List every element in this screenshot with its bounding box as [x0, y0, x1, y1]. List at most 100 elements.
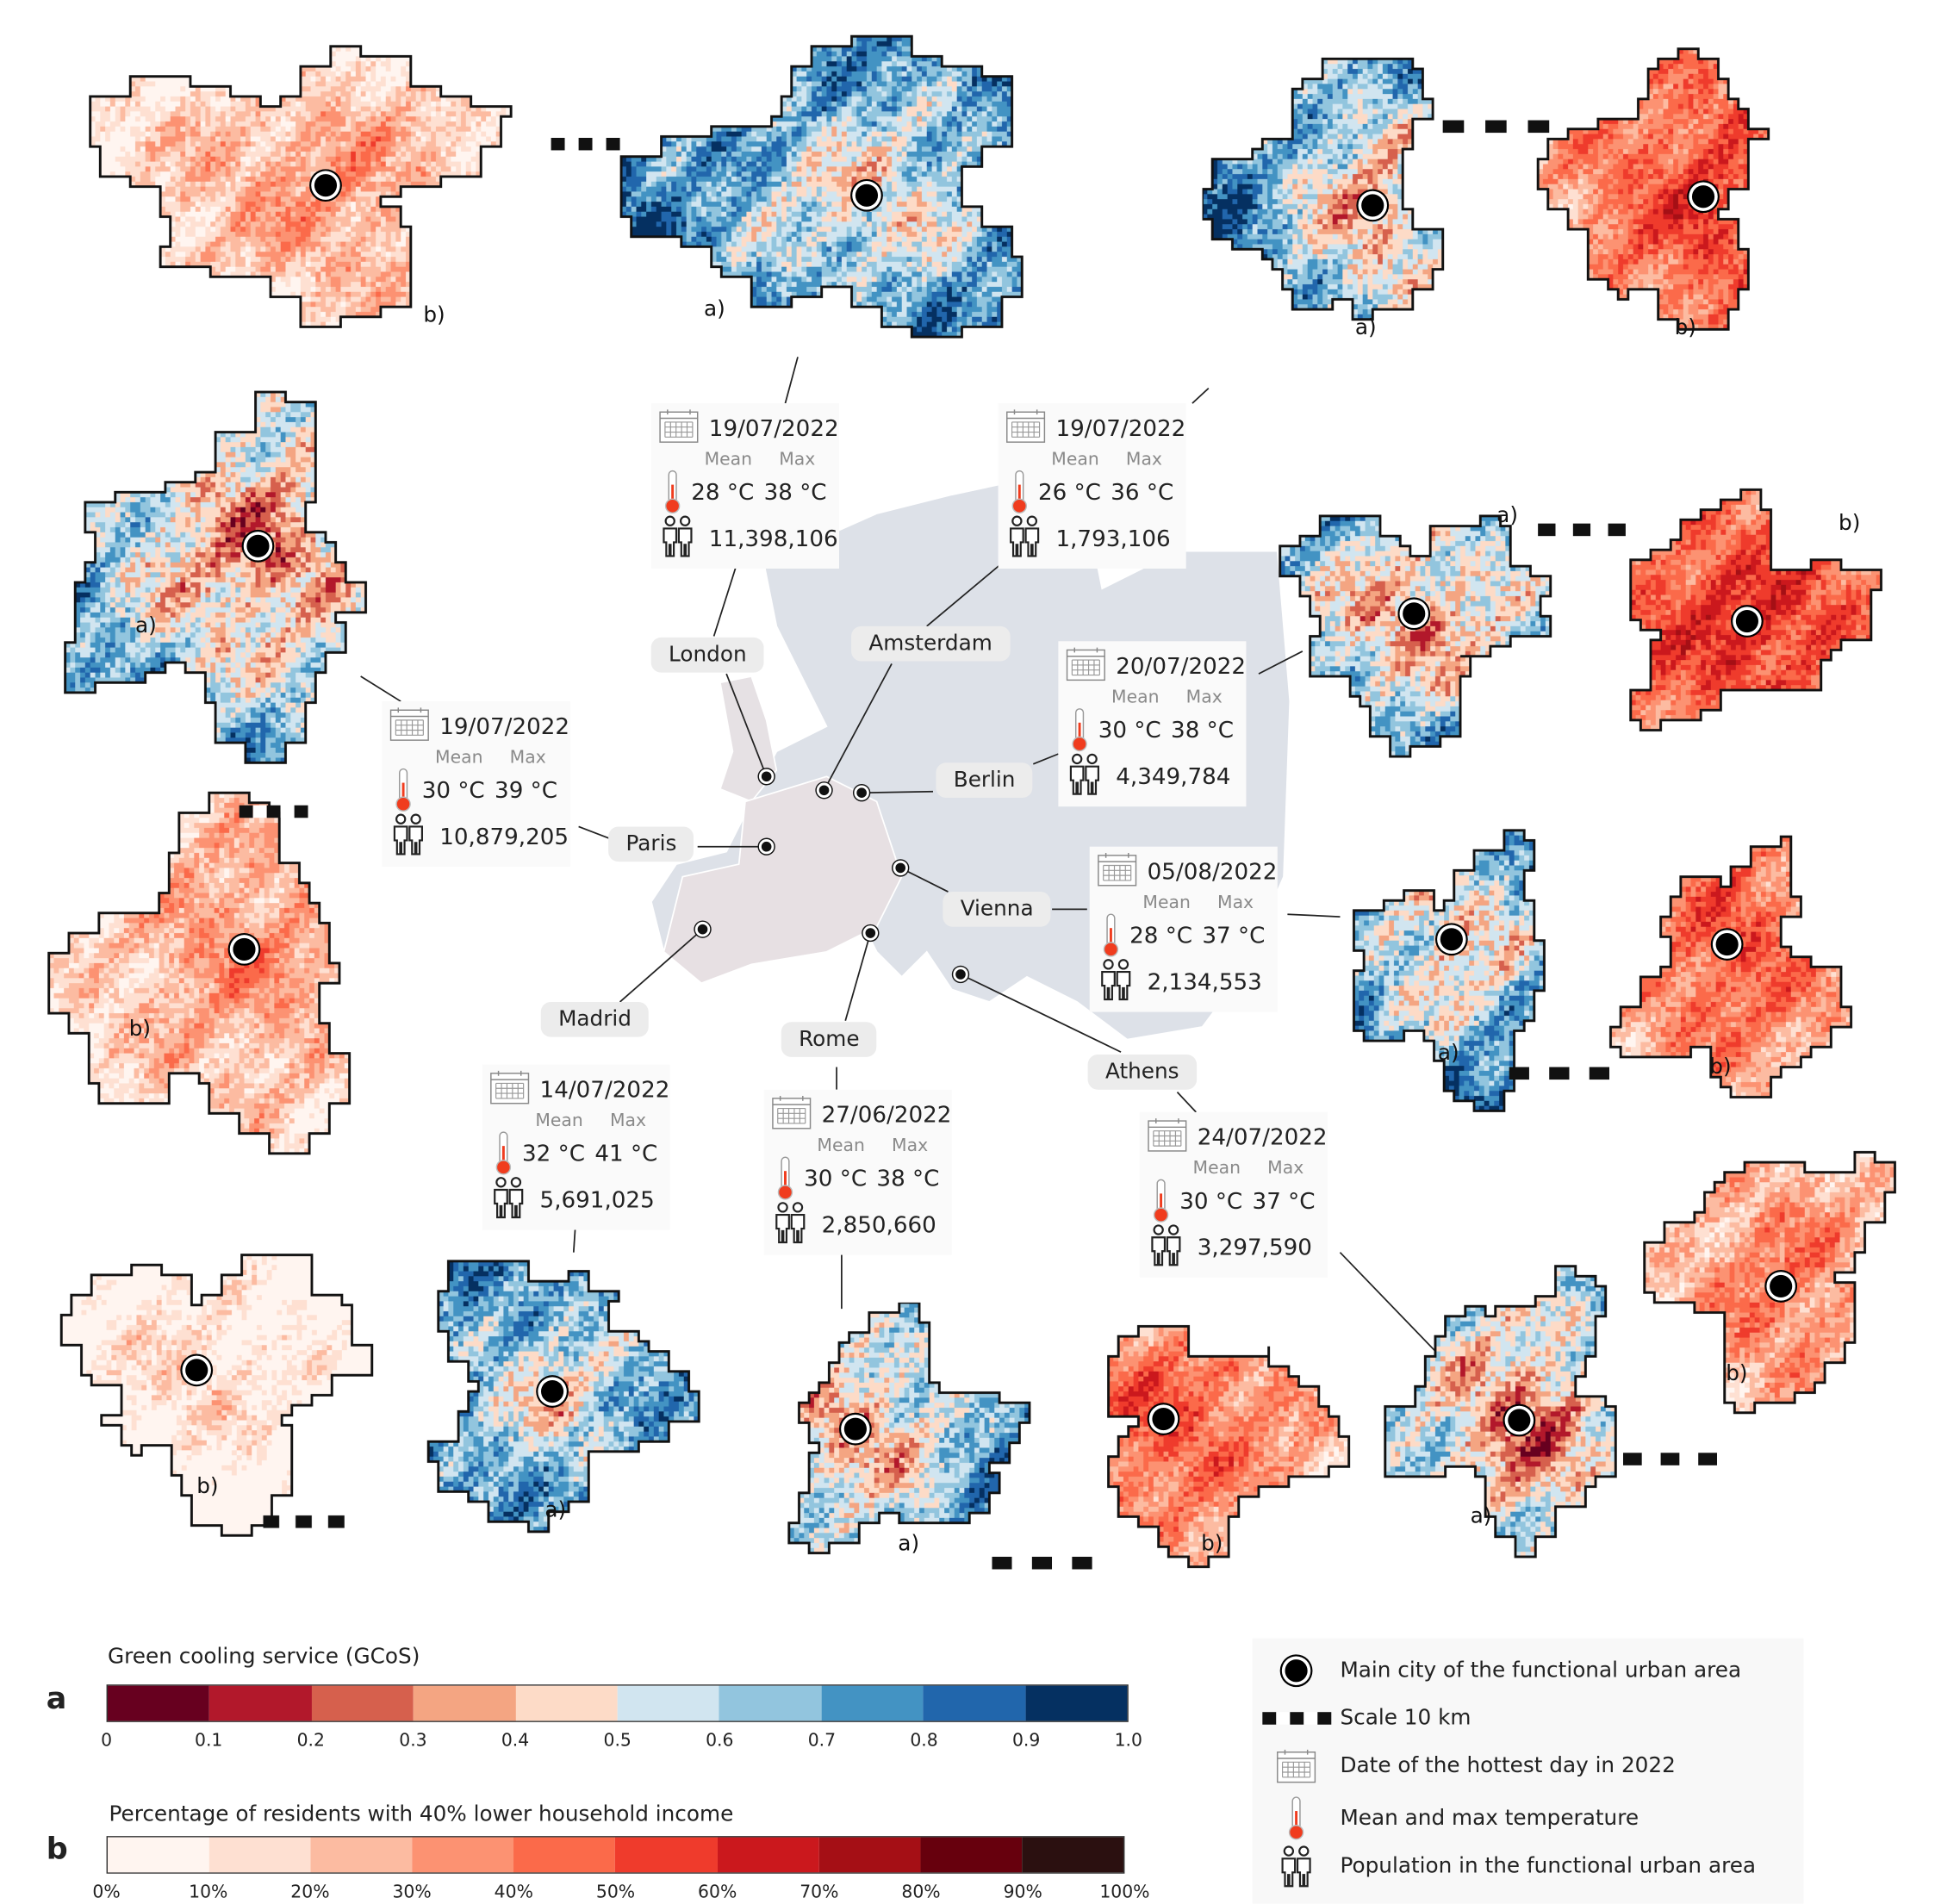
connector-line: [712, 557, 740, 637]
mean-header: Mean: [535, 1111, 583, 1131]
max-header: Max: [609, 1111, 647, 1131]
map-sublabel: a): [703, 296, 725, 322]
legend-temperature: Mean and max temperature: [1340, 1806, 1639, 1832]
max-temperature: 36 °C: [1111, 479, 1174, 506]
city-label-athens: Athens: [1087, 1055, 1197, 1090]
map-sublabel: a): [1437, 1041, 1459, 1067]
scale-bar-icon: [1538, 523, 1626, 537]
legend-scale: Scale 10 km: [1340, 1705, 1471, 1732]
legend-main-city: Main city of the functional urban area: [1340, 1658, 1742, 1683]
connector-line: [862, 790, 934, 794]
colorbar-bin: [717, 1837, 819, 1873]
mean-header: Mean: [817, 1136, 865, 1156]
city-marker-icon: [540, 1379, 564, 1403]
max-header: Max: [1267, 1158, 1304, 1179]
city-marker-icon: [1770, 1274, 1793, 1298]
thermometer-icon: [389, 768, 417, 812]
map-athens-a: [1375, 1246, 1653, 1572]
max-temperature: 41 °C: [594, 1140, 658, 1167]
map-sublabel: a): [1354, 315, 1377, 341]
hottest-date: 05/08/2022: [1147, 859, 1278, 886]
colorbar-tick: 0.1: [194, 1731, 223, 1752]
mean-header: Mean: [704, 449, 753, 470]
connector-line: [823, 663, 893, 791]
map-sublabel: a): [134, 613, 157, 639]
city-location-amsterdam: [816, 782, 832, 799]
map-sublabel: b): [1839, 511, 1861, 537]
colorbar-tick: 0.2: [296, 1731, 325, 1752]
city-marker-icon: [843, 1417, 867, 1440]
scale-bar-icon: [239, 805, 308, 818]
colorbar-bin: [1021, 1837, 1123, 1873]
map-sublabel: b): [1709, 1055, 1732, 1080]
city-location-london: [758, 768, 775, 785]
info-box-rome: 27/06/2022 Mean Max 30 °C 38 °C 2,850,660: [763, 1089, 952, 1255]
mean-temperature: 32 °C: [522, 1140, 586, 1167]
scale-bar-icon: [1442, 120, 1550, 134]
city-label-london: London: [650, 637, 764, 673]
mean-header: Mean: [1111, 688, 1160, 708]
max-temperature: 37 °C: [1252, 1187, 1316, 1215]
map-sublabel: b): [196, 1474, 219, 1500]
max-header: Max: [779, 449, 816, 470]
colorbar-tick: 0%: [92, 1882, 121, 1903]
calendar-icon: [659, 408, 700, 450]
hottest-date: 27/06/2022: [821, 1102, 952, 1129]
population: 2,134,553: [1147, 969, 1262, 996]
colorbar-bin: [719, 1685, 822, 1721]
map-amsterdam-b: [1527, 18, 1798, 364]
colorbar-tick: 0.7: [807, 1731, 837, 1752]
max-temperature: 38 °C: [876, 1165, 940, 1192]
colorbar-bin: [311, 1685, 414, 1721]
info-box-athens: 24/07/2022 Mean Max 30 °C 37 °C 3,297,590: [1139, 1111, 1328, 1278]
colorbar-bin: [615, 1837, 718, 1873]
people-icon: [1097, 958, 1135, 1007]
calendar-icon: [1005, 408, 1046, 450]
panel-letter-a: a: [46, 1680, 67, 1716]
city-location-berlin: [854, 785, 869, 800]
info-box-london: 19/07/2022 Mean Max 28 °C 38 °C 11,398,106: [650, 403, 839, 569]
city-marker-icon: [246, 534, 270, 557]
map-sublabel: b): [128, 1017, 152, 1042]
colorbar-tick: 100%: [1099, 1882, 1150, 1903]
map-sublabel: b): [1726, 1361, 1748, 1387]
people-icon: [389, 812, 427, 862]
calendar-icon: [1253, 1748, 1341, 1783]
info-box-berlin: 20/07/2022 Mean Max 30 °C 38 °C 4,349,784: [1058, 641, 1247, 807]
map-london-b: [50, 6, 545, 339]
legend-population: Population in the functional urban area: [1340, 1853, 1757, 1879]
mean-header: Mean: [1142, 893, 1191, 913]
city-marker-icon: [1361, 194, 1384, 217]
thermometer-icon: [1005, 470, 1033, 514]
calendar-icon: [489, 1069, 530, 1111]
colorbar-bin: [617, 1685, 720, 1721]
gcos-legend-title: Green cooling service (GCoS): [108, 1644, 420, 1670]
mean-temperature: 28 °C: [691, 479, 755, 506]
city-marker-icon: [1152, 1407, 1175, 1431]
calendar-icon: [389, 706, 430, 748]
connector-line: [725, 673, 768, 777]
city-label-berlin: Berlin: [936, 762, 1033, 799]
mean-header: Mean: [1192, 1158, 1241, 1179]
map-rome-a: [749, 1302, 1046, 1581]
city-location-rome: [862, 925, 879, 941]
people-icon: [771, 1201, 809, 1250]
mean-temperature: 30 °C: [1179, 1187, 1243, 1215]
symbol-legend: Main city of the functional urban area S…: [1252, 1638, 1804, 1904]
colorbar-bin: [209, 1685, 312, 1721]
connector-line: [619, 928, 704, 1003]
gcos-colorbar: [106, 1684, 1129, 1722]
people-icon: [1148, 1223, 1185, 1272]
colorbar-tick: 0.9: [1011, 1731, 1041, 1752]
city-location-vienna: [893, 860, 908, 876]
hottest-date: 14/07/2022: [539, 1077, 670, 1104]
info-box-vienna: 05/08/2022 Mean Max 28 °C 37 °C 2,134,553: [1089, 846, 1278, 1012]
max-temperature: 38 °C: [1171, 717, 1235, 744]
map-athens-b: [1634, 1102, 1914, 1434]
city-marker-icon: [1735, 609, 1758, 633]
hottest-date: 19/07/2022: [1055, 415, 1186, 443]
thermometer-icon: [659, 470, 687, 514]
income-colorbar: [106, 1836, 1125, 1874]
hottest-date: 20/07/2022: [1116, 653, 1247, 681]
thermometer-icon: [771, 1156, 799, 1201]
